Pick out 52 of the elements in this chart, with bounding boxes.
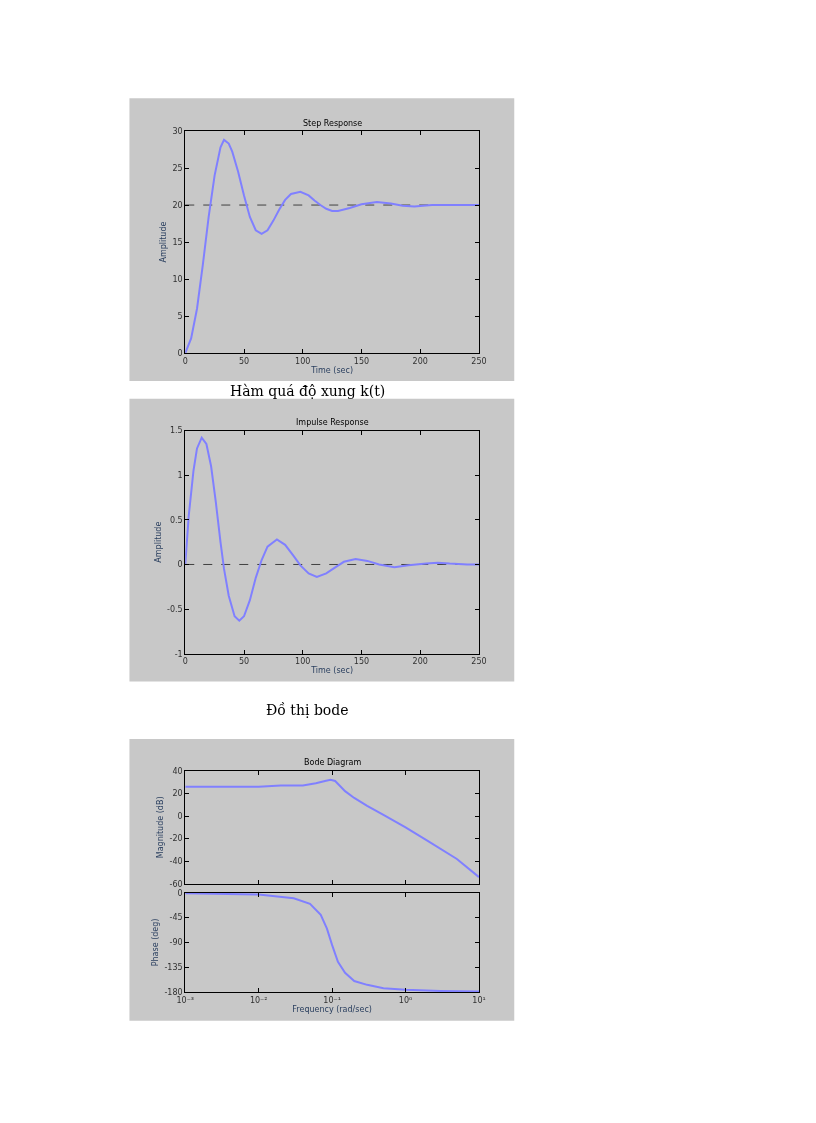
y-tick-label: 30 — [172, 126, 183, 136]
x-tick-label: 10⁻¹ — [323, 995, 341, 1005]
chart-title: Bode Diagram — [304, 758, 362, 767]
y-tick-label: 10 — [172, 274, 183, 284]
x-axis-title: Time (sec) — [310, 666, 354, 676]
y-axis-title: Amplitude — [159, 221, 169, 263]
y-axis-title: Phase (deg) — [151, 918, 161, 967]
y-tick-label: -180 — [164, 987, 183, 997]
text: Hàm quá độ xung k(t) — [230, 383, 386, 399]
y-tick-label: -40 — [169, 857, 183, 867]
x-tick-label: 250 — [471, 356, 487, 366]
y-axis-title: Amplitude — [153, 521, 163, 563]
y-tick-label: 1.5 — [169, 426, 183, 436]
y-tick-label: 20 — [172, 200, 183, 210]
y-tick-label: 40 — [172, 766, 183, 776]
y-tick-label: -135 — [164, 963, 183, 973]
x-axis-title: Frequency (rad/sec) — [292, 1004, 372, 1014]
x-tick-label: 150 — [353, 657, 370, 667]
x-tick-label: 10⁻² — [249, 995, 268, 1005]
x-tick-label: 10⁰ — [398, 995, 413, 1005]
y-tick-label: 0.5 — [169, 515, 183, 525]
x-axis-title: Time (sec) — [310, 365, 354, 375]
x-tick-label: 200 — [412, 657, 428, 667]
y-tick-label: 15 — [172, 237, 183, 247]
x-tick-label: 100 — [295, 657, 311, 667]
x-tick-label: 200 — [412, 356, 428, 366]
y-tick-label: -90 — [169, 938, 183, 948]
y-axis-title: Magnitude (dB) — [156, 796, 166, 859]
y-tick-label: 0 — [177, 811, 183, 821]
y-tick-label: 0 — [177, 888, 183, 898]
y-tick-label: 0 — [177, 348, 183, 358]
x-tick-label: 250 — [471, 657, 487, 667]
y-tick-label: -0.5 — [167, 604, 183, 614]
y-tick-label: 25 — [172, 163, 183, 173]
x-tick-label: 50 — [238, 356, 250, 366]
chart-title: Step Response — [303, 119, 363, 128]
y-tick-label: -45 — [169, 913, 183, 923]
line-series — [185, 436, 479, 622]
x-tick-label: 150 — [353, 356, 370, 366]
y-tick-label: -20 — [169, 834, 183, 844]
x-tick-label: 10⁻³ — [176, 995, 195, 1005]
y-tick-label: -1 — [174, 649, 183, 659]
x-tick-label: 100 — [295, 356, 311, 366]
y-tick-label: -60 — [169, 879, 183, 889]
chart-title: Impulse Response — [296, 418, 369, 427]
y-tick-label: 1 — [177, 470, 183, 480]
x-tick-label: 10¹ — [472, 995, 486, 1005]
y-tick-label: 20 — [172, 789, 183, 799]
text: Đồ thị bode — [266, 702, 349, 718]
y-tick-label: 0 — [177, 560, 183, 570]
x-tick-label: 50 — [238, 657, 250, 667]
y-tick-label: 5 — [177, 311, 183, 321]
